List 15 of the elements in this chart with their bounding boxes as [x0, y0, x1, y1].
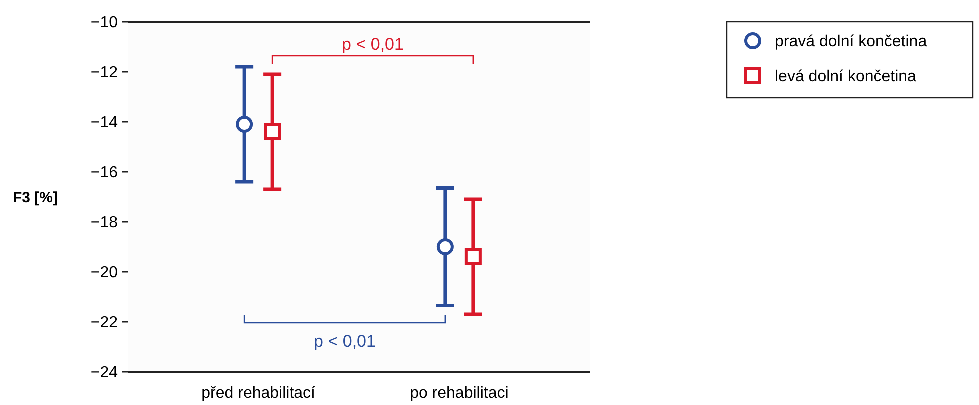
y-tick-label: −12	[90, 64, 118, 82]
y-axis-title: F3 [%]	[13, 189, 58, 206]
x-tick-label: po rehabilitaci	[410, 385, 509, 402]
y-tick-label: −16	[90, 164, 118, 182]
x-tick-label: před rehabilitací	[202, 385, 316, 402]
y-tick-label: −20	[90, 264, 118, 282]
y-tick-label: −24	[90, 364, 118, 382]
annotation: p < 0,01	[314, 332, 376, 351]
legend-label: levá dolní končetina	[775, 68, 917, 86]
annotation: p < 0,01	[342, 35, 404, 54]
legend-label: pravá dolní končetina	[775, 34, 928, 51]
y-tick-label: −14	[90, 114, 118, 132]
y-tick-label: −22	[90, 314, 118, 332]
y-tick-label: −18	[90, 214, 118, 232]
y-tick-label: −10	[90, 14, 118, 32]
